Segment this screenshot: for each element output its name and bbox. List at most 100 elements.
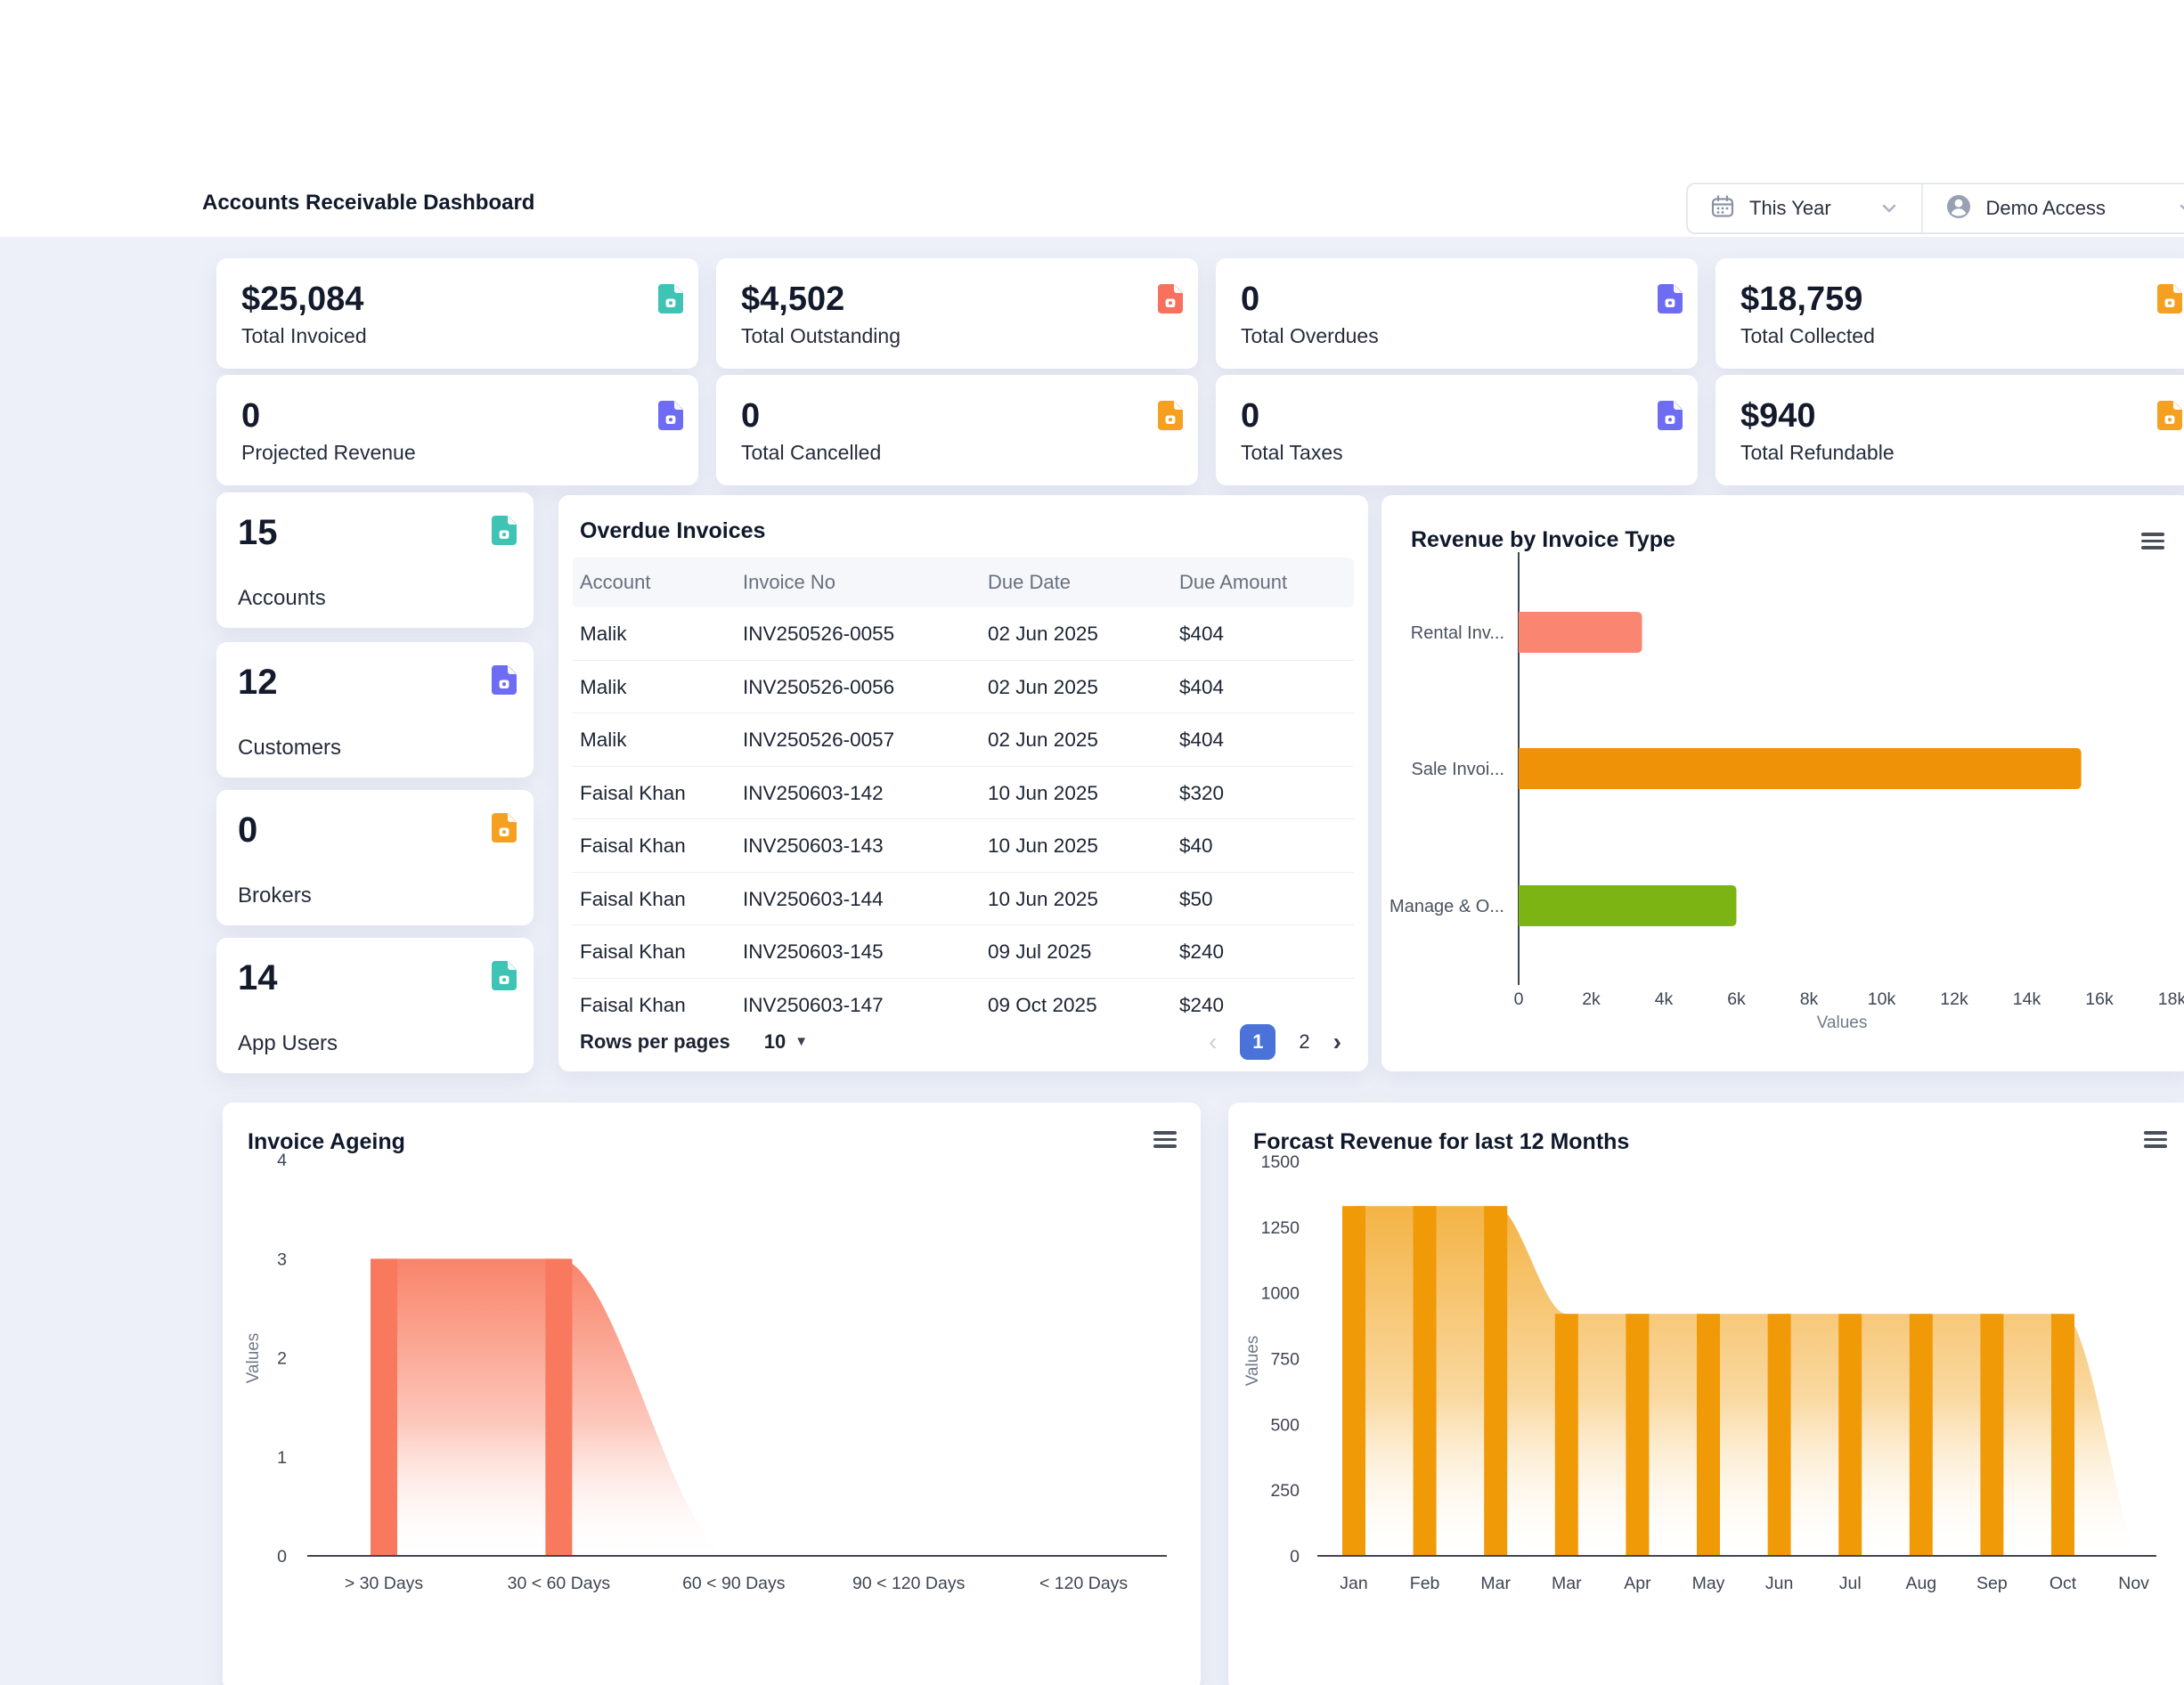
period-select-value: This Year — [1749, 197, 1831, 219]
svg-text:Aug: Aug — [1905, 1574, 1936, 1593]
svg-text:2k: 2k — [1582, 989, 1601, 1009]
invoice-doc-icon — [485, 661, 523, 698]
svg-text:Apr: Apr — [1624, 1574, 1651, 1593]
page-button-1[interactable]: 1 — [1240, 1024, 1276, 1060]
cell-invoice-no: INV250526-0056 — [743, 675, 895, 698]
chart-title: Invoice Ageing — [248, 1129, 405, 1154]
entity-card-customers: 12 Customers — [216, 642, 534, 777]
chevron-down-icon — [2176, 198, 2184, 219]
page-button-2[interactable]: 2 — [1299, 1030, 1310, 1053]
forecast-revenue-area-chart: 0 250 500 750 1000 1250 1500 Jan Feb Mar Mar Apr May… — [1228, 1103, 2184, 1685]
svg-text:< 120 Days: < 120 Days — [1039, 1574, 1128, 1593]
svg-text:Jan: Jan — [1340, 1574, 1367, 1593]
svg-text:Jul: Jul — [1839, 1574, 1862, 1593]
invoice-doc-icon — [485, 956, 523, 994]
svg-text:May: May — [1692, 1574, 1725, 1593]
invoice-ageing-area-chart: 0 1 2 3 4 > 30 Days 30 < 60 Days 60 < 90 Days 90… — [223, 1103, 1201, 1685]
stat-card-projected-revenue: 0 Projected Revenue — [216, 375, 698, 485]
cell-due-date: 10 Jun 2025 — [988, 781, 1098, 804]
cell-due-date: 02 Jun 2025 — [988, 675, 1098, 698]
stat-label: Total Refundable — [1740, 441, 1895, 464]
cell-due-date: 02 Jun 2025 — [988, 729, 1098, 751]
stat-label: Total Invoiced — [241, 324, 367, 347]
stat-card-total-refundable: $940 Total Refundable — [1715, 375, 2184, 485]
cell-due-date: 10 Jun 2025 — [988, 834, 1098, 857]
rows-per-page-value: 10 — [763, 1030, 786, 1053]
table-pagination-bar: Rows per pages 10 ▼ ‹ 1 2 › — [573, 1022, 1354, 1062]
svg-text:0: 0 — [1290, 1547, 1300, 1567]
user-avatar-icon — [1944, 192, 1973, 225]
stat-value: $25,084 — [241, 281, 364, 318]
cell-invoice-no: INV250603-143 — [743, 834, 884, 857]
cell-due-date: 09 Jul 2025 — [988, 940, 1092, 963]
entity-value: 0 — [238, 810, 258, 850]
invoice-doc-icon — [1152, 396, 1189, 434]
chart-menu-icon[interactable] — [2141, 533, 2164, 549]
table-row: Malik INV250526-0056 02 Jun 2025 $404 — [573, 661, 1354, 713]
access-select[interactable]: Demo Access — [1923, 184, 2184, 232]
topbar-controls: This Year Demo Access — [1686, 183, 2184, 234]
svg-text:Manage & O...: Manage & O... — [1389, 897, 1504, 916]
svg-text:Values: Values — [1243, 1336, 1262, 1387]
next-page-button[interactable]: › — [1332, 1028, 1341, 1055]
cell-due-date: 02 Jun 2025 — [988, 623, 1098, 645]
table-body: Malik INV250526-0055 02 Jun 2025 $404 Ma… — [573, 607, 1354, 1017]
cell-due-amount: $240 — [1179, 993, 1225, 1016]
svg-text:Nov: Nov — [2118, 1574, 2149, 1593]
svg-text:750: 750 — [1270, 1350, 1300, 1370]
stat-label: Total Outstanding — [741, 324, 901, 347]
stat-card-total-invoiced: $25,084 Total Invoiced — [216, 258, 698, 369]
cell-invoice-no: INV250603-145 — [743, 940, 884, 963]
invoice-doc-icon — [1651, 280, 1689, 317]
svg-text:Oct: Oct — [2050, 1574, 2077, 1593]
table-row: Faisal Khan INV250603-147 09 Oct 2025 $2… — [573, 979, 1354, 1018]
svg-text:> 30 Days: > 30 Days — [345, 1574, 424, 1593]
cell-due-amount: $404 — [1179, 623, 1225, 645]
cell-account: Malik — [580, 623, 627, 645]
svg-text:30 < 60 Days: 30 < 60 Days — [508, 1574, 611, 1593]
rows-per-page-label: Rows per pages — [580, 1030, 730, 1053]
svg-text:1000: 1000 — [1261, 1284, 1300, 1304]
stat-label: Projected Revenue — [241, 441, 416, 464]
stat-card-total-taxes: 0 Total Taxes — [1216, 375, 1698, 485]
svg-text:8k: 8k — [1800, 989, 1819, 1009]
entity-value: 14 — [238, 958, 278, 997]
svg-text:12k: 12k — [1940, 989, 1968, 1009]
rows-per-page-select[interactable]: Rows per pages 10 ▼ — [580, 1022, 808, 1062]
column-header-due-amount: Due Amount — [1179, 571, 1288, 593]
chart-title: Forcast Revenue for last 12 Months — [1253, 1129, 1630, 1154]
cell-due-amount: $40 — [1179, 834, 1213, 857]
cell-account: Faisal Khan — [580, 940, 686, 963]
invoice-ageing-card: Invoice Ageing 0 1 2 3 4 > 30 Days 30 < 60 Day… — [223, 1103, 1201, 1685]
cell-account: Faisal Khan — [580, 834, 686, 857]
cell-due-amount: $404 — [1179, 675, 1225, 698]
revenue-bar-chart: Rental Inv... Sale Invoi... Manage & O... 0… — [1381, 495, 2184, 1071]
previous-page-button[interactable]: ‹ — [1209, 1028, 1218, 1055]
overdue-invoices-card: Overdue Invoices Account Invoice No Due … — [558, 495, 1368, 1071]
cell-account: Faisal Khan — [580, 887, 686, 910]
svg-text:Sep: Sep — [1976, 1574, 2008, 1593]
cell-account: Faisal Khan — [580, 781, 686, 804]
period-select[interactable]: This Year — [1688, 184, 1923, 232]
chart-menu-icon[interactable] — [1153, 1131, 1177, 1148]
stat-card-total-outstanding: $4,502 Total Outstanding — [716, 258, 1198, 369]
column-header-account: Account — [580, 571, 651, 593]
stat-label: Total Cancelled — [741, 441, 882, 464]
chart-title: Revenue by Invoice Type — [1411, 527, 1675, 552]
forecast-revenue-card: Forcast Revenue for last 12 Months 0 250 5… — [1228, 1103, 2184, 1685]
table-header: Account Invoice No Due Date Due Amount — [573, 558, 1354, 607]
svg-text:Jun: Jun — [1765, 1574, 1793, 1593]
svg-text:90 < 120 Days: 90 < 120 Days — [852, 1574, 966, 1593]
svg-text:6k: 6k — [1727, 989, 1746, 1009]
chart-menu-icon[interactable] — [2144, 1131, 2167, 1148]
caret-down-icon: ▼ — [795, 1034, 809, 1049]
table-row: Faisal Khan INV250603-142 10 Jun 2025 $3… — [573, 767, 1354, 819]
overdue-invoices-title: Overdue Invoices — [580, 518, 766, 543]
stat-value: $4,502 — [741, 281, 845, 318]
page-title: Accounts Receivable Dashboard — [202, 191, 535, 215]
svg-text:0: 0 — [277, 1547, 287, 1567]
svg-text:4: 4 — [277, 1151, 287, 1170]
invoice-doc-icon — [652, 280, 689, 317]
svg-text:1500: 1500 — [1261, 1152, 1300, 1172]
entity-label: Brokers — [238, 883, 312, 908]
